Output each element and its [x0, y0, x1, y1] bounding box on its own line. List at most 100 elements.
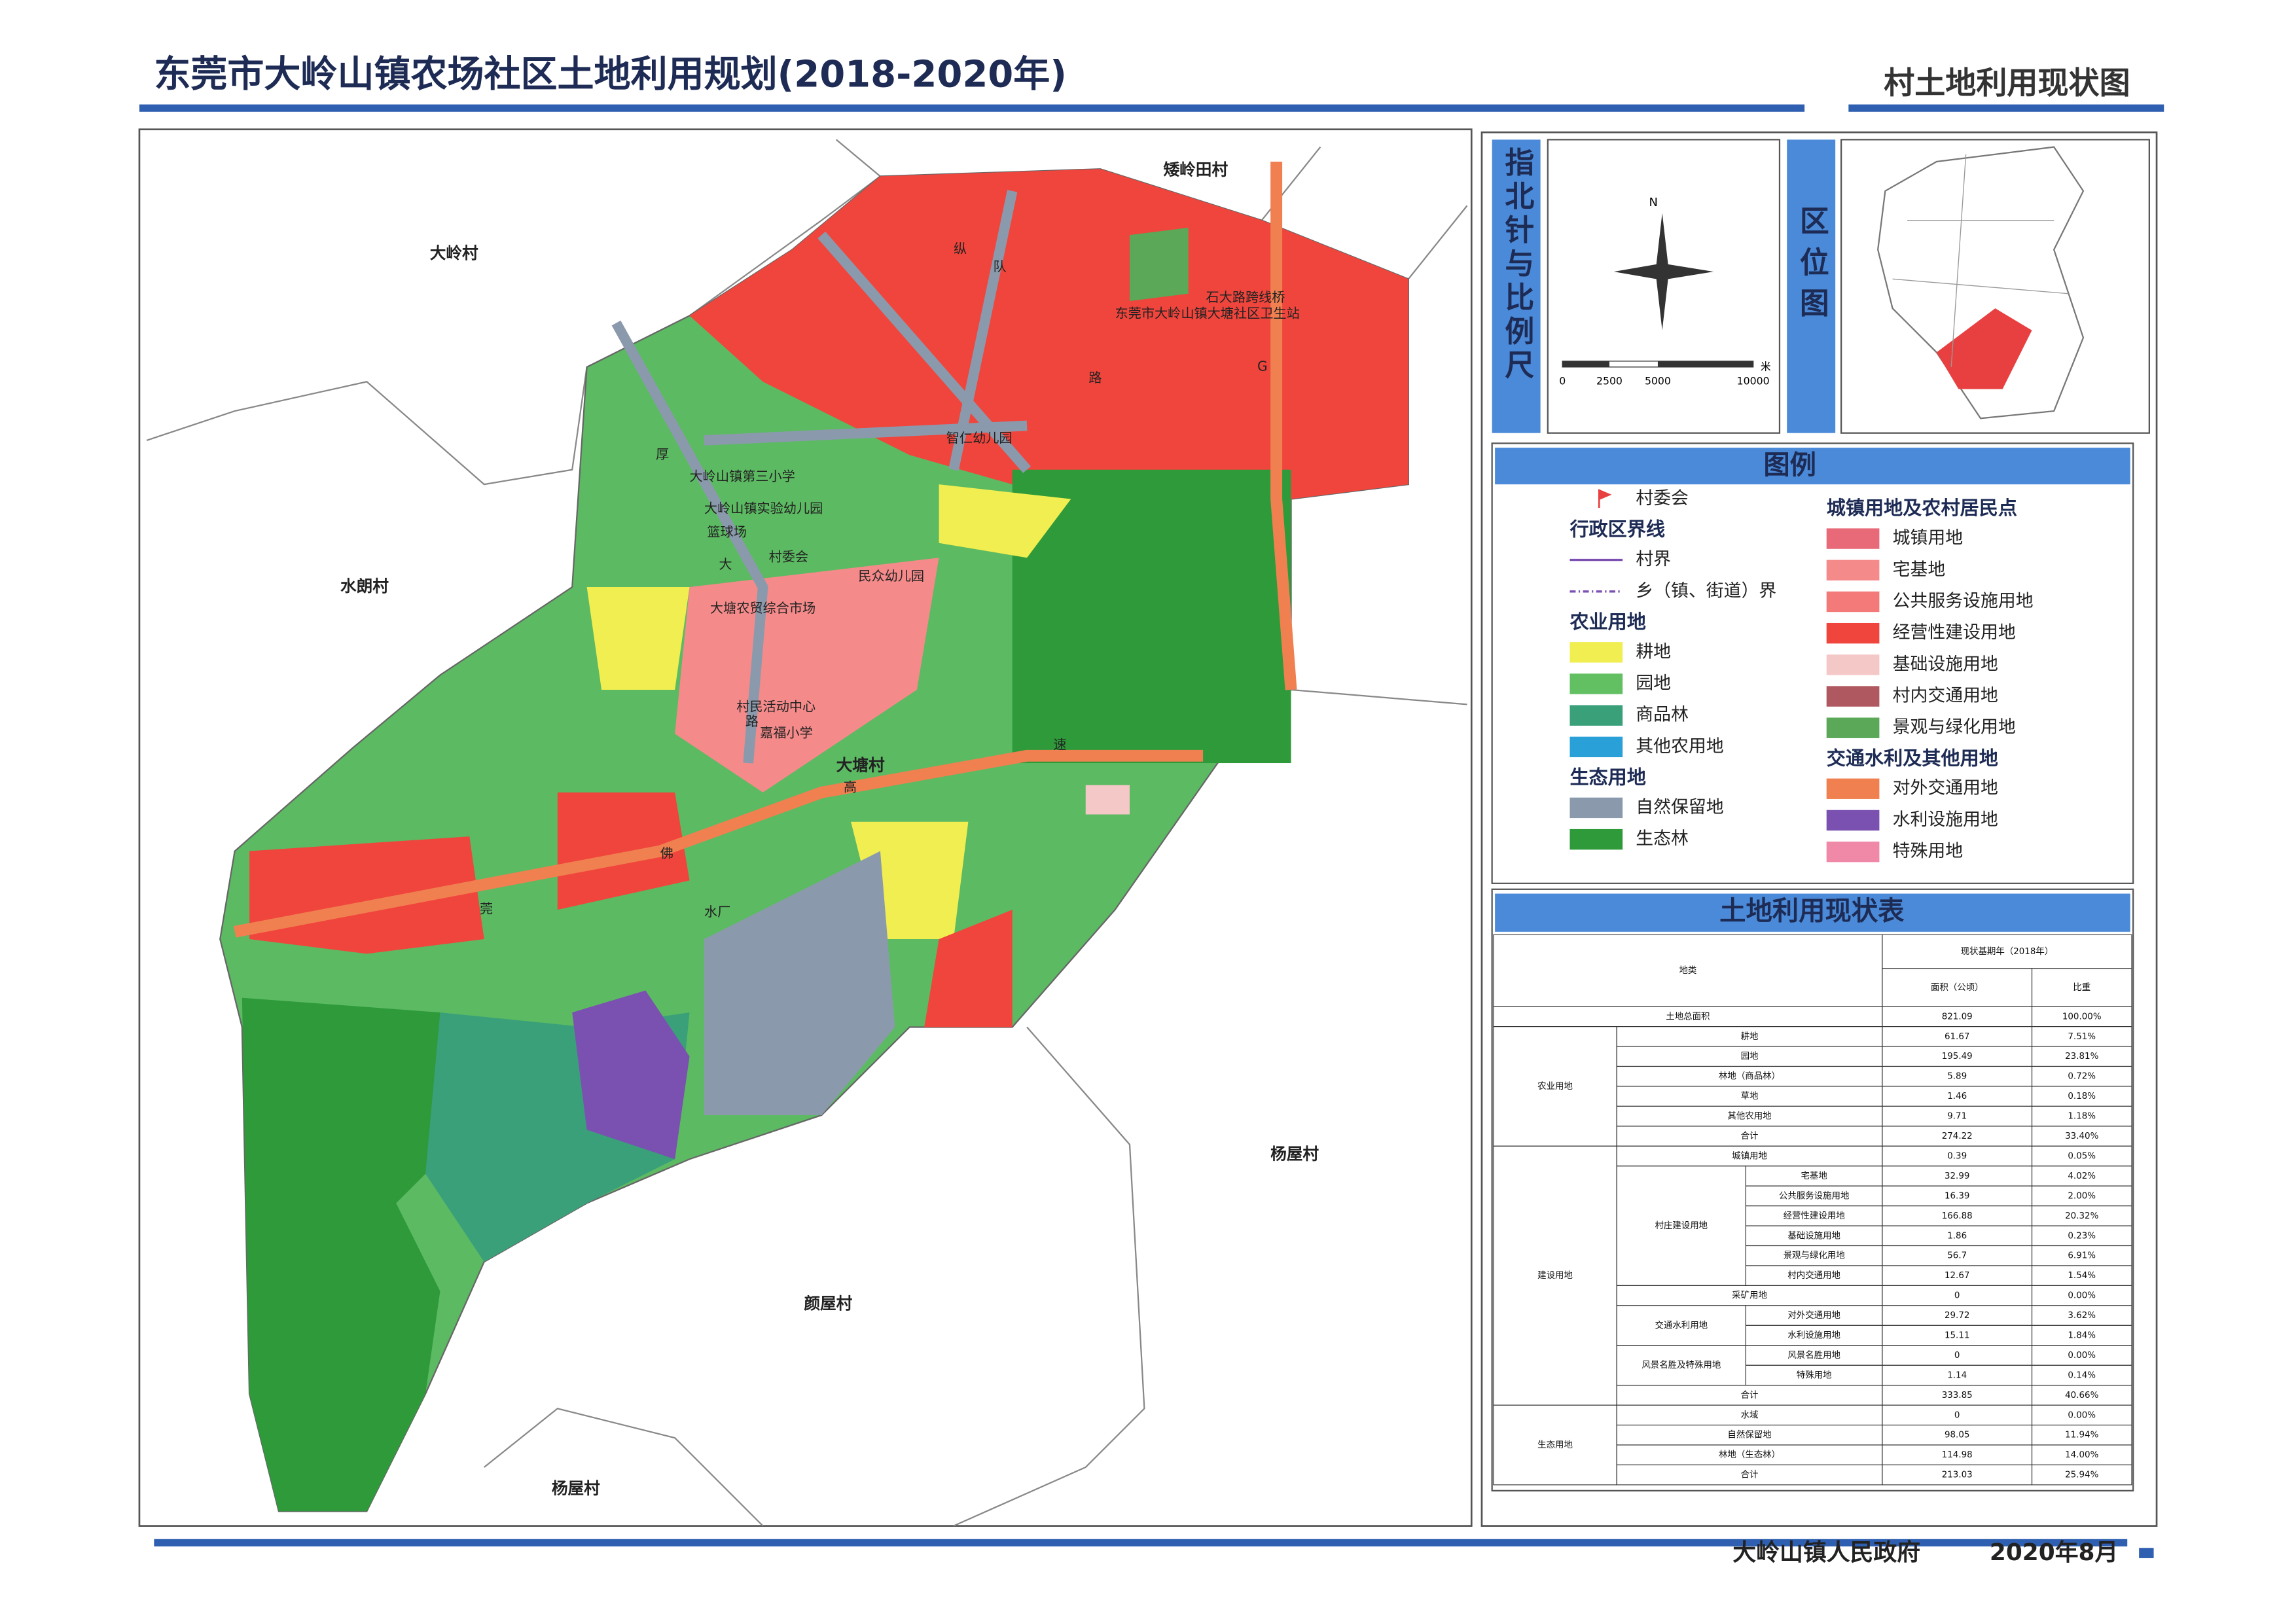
table-value: 32.99 — [1945, 1171, 1969, 1181]
location-title-band — [1787, 139, 1836, 433]
footer-date: 2020年8月 — [1990, 1539, 2118, 1566]
legend-label: 村内交通用地 — [1893, 686, 1998, 706]
table-subgroup: 风景名胜及特殊用地 — [1641, 1360, 1721, 1370]
table-label: 村内交通用地 — [1787, 1270, 1840, 1281]
table-value: 29.72 — [1945, 1311, 1969, 1321]
table-value: 98.05 — [1945, 1431, 1969, 1440]
table-label: 草地 — [1741, 1091, 1759, 1101]
roads — [611, 190, 1031, 764]
map-label: 村民活动中心 — [736, 698, 816, 714]
table-value: 11.94% — [2065, 1431, 2098, 1440]
scale-label: 5000 — [1645, 375, 1671, 387]
legend-swatch — [1826, 686, 1880, 707]
map-label: 颜屋村 — [804, 1294, 852, 1313]
table-label: 其他农用地 — [1727, 1111, 1771, 1122]
table-value: 1.18% — [2068, 1112, 2096, 1122]
table-value: 1.54% — [2068, 1271, 2096, 1281]
map-label: 大塘农贸综合市场 — [710, 600, 816, 616]
map-label: 路 — [1088, 370, 1102, 385]
table-label: 采矿用地 — [1732, 1291, 1767, 1301]
legend-label: 基础设施用地 — [1893, 654, 1998, 674]
footer-org: 大岭山镇人民政府 — [1732, 1539, 1920, 1566]
table-subgroup: 交通水利用地 — [1655, 1319, 1708, 1330]
map-label: 篮球场 — [707, 524, 746, 540]
table-value: 1.46 — [1947, 1092, 1967, 1101]
map-label: 石大路跨线桥 — [1206, 289, 1285, 305]
table-value: 0.00% — [2068, 1291, 2096, 1301]
legend-swatch — [1826, 622, 1880, 644]
table-label: 园地 — [1741, 1051, 1759, 1061]
map-label: 水厂 — [704, 904, 730, 919]
business-land — [249, 792, 1013, 1027]
compass-title-band — [1492, 139, 1541, 433]
table-value: 2.00% — [2068, 1191, 2096, 1201]
table-label: 耕地 — [1741, 1031, 1759, 1042]
table-value: 0.18% — [2068, 1092, 2096, 1101]
map-label: 水朗村 — [340, 577, 389, 596]
footer-bar — [154, 1539, 2128, 1547]
table-group: 生态用地 — [1537, 1440, 1573, 1450]
table-label: 风景名胜用地 — [1787, 1350, 1840, 1361]
side-frame — [1480, 131, 2158, 1527]
table-value: 4.02% — [2068, 1171, 2096, 1181]
legend-swatch — [1826, 717, 1880, 738]
table-label: 景观与绿化用地 — [1784, 1251, 1845, 1261]
scale-unit: 米 — [1761, 360, 1771, 372]
table-label: 特殊用地 — [1797, 1370, 1832, 1380]
legend-heading: 农业用地 — [1569, 611, 1645, 633]
legend-swatch — [1570, 829, 1623, 850]
table-value: 0.00% — [2068, 1410, 2096, 1420]
legend-swatch — [1570, 736, 1623, 758]
map-label: 大塘村 — [836, 756, 885, 775]
map-label: 大 — [719, 556, 732, 572]
legend-label: 其他农用地 — [1636, 736, 1723, 757]
table-label: 基础设施用地 — [1787, 1230, 1840, 1241]
expressway — [233, 162, 1297, 938]
map-label: 大岭村 — [430, 243, 478, 262]
table-box — [1491, 888, 2134, 1491]
table-label: 合计 — [1741, 1390, 1759, 1400]
table-label: 公共服务设施用地 — [1779, 1190, 1850, 1201]
table-value: 56.7 — [1947, 1251, 1967, 1261]
district-lines — [1892, 154, 2069, 367]
table-header: 地类 — [1679, 965, 1696, 976]
farmland — [586, 484, 1071, 940]
legend-label: 耕地 — [1636, 641, 1671, 662]
table-header: 面积（公顷） — [1931, 982, 1984, 993]
title-bar — [139, 104, 1805, 112]
table-header: 比重 — [2073, 982, 2090, 993]
map-label: 村委会 — [769, 549, 808, 565]
map-label: 大岭山镇实验幼儿园 — [704, 501, 823, 516]
table-value: 20.32% — [2065, 1211, 2098, 1221]
scale-bar-segment — [1657, 361, 1753, 367]
legend-flag — [1598, 489, 1612, 508]
table-label: 林地（生态林） — [1719, 1450, 1780, 1460]
table-label: 自然保留地 — [1727, 1429, 1771, 1440]
map-label: 厚 — [656, 446, 669, 462]
map-label: 队 — [994, 259, 1007, 274]
legend-swatch — [1826, 560, 1880, 580]
map-label: 大岭山镇第三小学 — [690, 468, 795, 484]
table-subgroup: 村庄建设用地 — [1655, 1220, 1708, 1231]
map-label: 莞 — [480, 901, 493, 917]
table-value: 166.88 — [1942, 1211, 1973, 1221]
table-value: 40.66% — [2065, 1391, 2098, 1400]
table-group: 建设用地 — [1537, 1270, 1573, 1281]
map-label: 智仁幼儿园 — [946, 430, 1013, 446]
legend-swatch — [1826, 654, 1880, 675]
table-value: 333.85 — [1942, 1391, 1973, 1400]
scale-label: 0 — [1559, 375, 1566, 387]
table-value: 100.00% — [2062, 1012, 2102, 1022]
legend-label: 村委会 — [1636, 488, 1689, 508]
table-value: 6.91% — [2068, 1251, 2096, 1261]
map-label: 纵 — [954, 241, 967, 257]
legend-swatch — [1570, 642, 1623, 663]
scale-bar-segment — [1562, 361, 1609, 367]
legend-swatch — [1826, 591, 1880, 613]
map-label: 民众幼儿园 — [858, 568, 924, 584]
table-value: 0.39 — [1947, 1151, 1967, 1161]
legend-label: 生态林 — [1636, 829, 1689, 849]
village-location — [1936, 308, 2032, 389]
map-label: 矮岭田村 — [1164, 160, 1229, 179]
